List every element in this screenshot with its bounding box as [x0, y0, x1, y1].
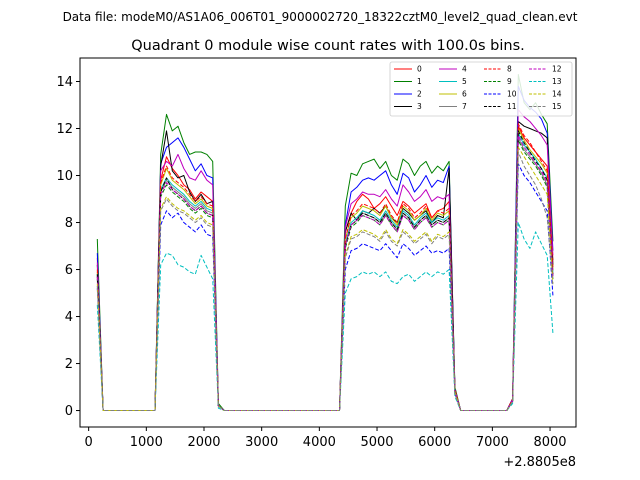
x-axis-ticks: 0 1000 2000 3000 4000 5000 6000 7000 8000: [85, 427, 567, 450]
legend-label-1: 1: [417, 77, 422, 86]
y-axis-ticks: 0 2 4 6 8 10 12 14: [56, 75, 80, 419]
x-tick-label: 4000: [303, 435, 336, 450]
y-tick-label: 12: [56, 122, 73, 137]
legend-label-15: 15: [552, 102, 562, 111]
legend-label-3: 3: [417, 102, 422, 111]
x-tick-label: 6000: [418, 435, 451, 450]
legend-label-4: 4: [462, 65, 467, 74]
series-line-15: [96, 151, 554, 411]
legend-label-2: 2: [417, 90, 422, 99]
y-tick-label: 4: [65, 310, 73, 325]
legend-label-9: 9: [507, 77, 512, 86]
chart-title: Quadrant 0 module wise count rates with …: [131, 38, 525, 54]
plot-area: [80, 58, 576, 427]
y-tick-label: 0: [65, 404, 73, 419]
legend-label-8: 8: [507, 65, 512, 74]
legend-label-0: 0: [417, 65, 422, 74]
legend-label-5: 5: [462, 77, 467, 86]
legend-label-12: 12: [552, 65, 562, 74]
x-tick-label: 5000: [360, 435, 393, 450]
legend-label-13: 13: [552, 77, 562, 86]
plot-frame: [79, 57, 577, 428]
legend-label-14: 14: [552, 90, 562, 99]
series-layer: [96, 74, 554, 411]
x-tick-label: 1000: [130, 435, 163, 450]
y-tick-label: 8: [65, 216, 73, 231]
x-tick-label: 8000: [533, 435, 566, 450]
y-tick-label: 10: [56, 169, 73, 184]
suptitle: Data file: modeM0/AS1A06_006T01_90000027…: [63, 10, 578, 24]
x-tick-label: 7000: [476, 435, 509, 450]
legend-label-7: 7: [462, 102, 467, 111]
x-tick-label: 3000: [245, 435, 278, 450]
y-tick-label: 2: [65, 357, 73, 372]
legend-label-6: 6: [462, 90, 467, 99]
x-offset-label: +2.8805e8: [503, 455, 576, 470]
y-tick-label: 14: [56, 75, 73, 90]
x-tick-label: 0: [85, 435, 93, 450]
x-tick-label: 2000: [187, 435, 220, 450]
legend-label-11: 11: [507, 102, 517, 111]
legend-label-10: 10: [507, 90, 517, 99]
legend-box: [389, 61, 573, 117]
y-tick-label: 6: [65, 263, 73, 278]
